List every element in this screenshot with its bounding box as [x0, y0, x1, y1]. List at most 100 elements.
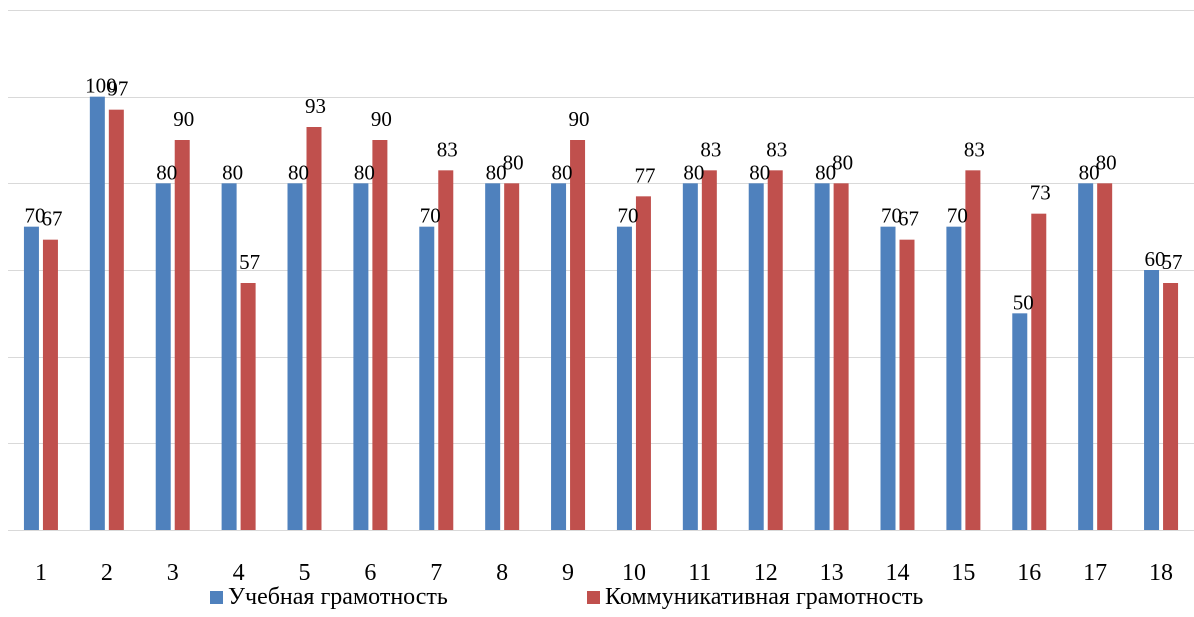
data-label-s1-14: 70	[881, 204, 902, 228]
data-label-s1-11: 80	[683, 160, 704, 184]
bar-s1-12	[748, 183, 764, 530]
data-label-s1-4: 80	[222, 160, 243, 184]
data-label-s1-15: 70	[947, 204, 968, 228]
data-label-s2-9: 90	[569, 107, 590, 131]
x-tick-label-14: 14	[886, 560, 910, 586]
x-tick-label-13: 13	[820, 560, 844, 586]
x-tick-label-18: 18	[1149, 560, 1173, 586]
bar-s1-8	[485, 183, 501, 530]
data-label-s1-13: 80	[815, 160, 836, 184]
bar-s2-1	[42, 239, 58, 531]
x-tick-label-9: 9	[562, 560, 574, 586]
x-tick-label-1: 1	[35, 560, 47, 586]
data-label-s2-1: 67	[41, 207, 62, 231]
data-label-s2-15: 83	[964, 137, 985, 161]
bars	[23, 96, 1179, 531]
data-label-s1-8: 80	[486, 160, 507, 184]
data-label-s2-5: 93	[305, 94, 326, 118]
bar-s1-1	[23, 226, 39, 531]
data-label-s2-7: 83	[437, 137, 458, 161]
bar-s1-18	[1144, 270, 1160, 530]
data-label-s2-2: 97	[107, 77, 128, 101]
bar-s2-9	[570, 140, 586, 530]
legend: Учебная грамотность Коммуникативная грам…	[210, 584, 923, 610]
bar-s1-13	[814, 183, 830, 530]
data-label-s1-7: 70	[420, 204, 441, 228]
legend-label-kommunikativnaya: Коммуникативная грамотность	[605, 584, 923, 610]
bar-s1-3	[155, 183, 171, 530]
bar-s2-2	[108, 109, 124, 531]
x-tick-label-11: 11	[688, 560, 711, 586]
data-label-s1-1: 70	[24, 204, 45, 228]
bar-s1-2	[89, 96, 105, 531]
bar-s2-12	[767, 170, 783, 530]
x-tick-label-12: 12	[754, 560, 778, 586]
x-axis-ticks: 1 2 3 4 5 6 7 8 9 10 11 12 13 14 15 16 17 18	[35, 560, 1173, 586]
bar-s1-10	[616, 226, 632, 531]
bar-s2-4	[240, 283, 256, 530]
data-label-s2-17: 80	[1096, 150, 1117, 174]
bar-s2-11	[701, 170, 717, 530]
bar-s2-3	[174, 140, 190, 530]
data-label-s2-3: 90	[173, 107, 194, 131]
data-label-s2-13: 80	[832, 150, 853, 174]
x-tick-label-8: 8	[496, 560, 508, 586]
bar-s2-8	[504, 183, 520, 530]
bar-s1-16	[1012, 313, 1028, 530]
bar-s1-14	[880, 226, 896, 531]
x-tick-label-4: 4	[233, 560, 245, 586]
gridlines	[8, 10, 1194, 531]
data-label-s1-9: 80	[552, 160, 573, 184]
bar-s2-16	[1031, 213, 1047, 531]
x-tick-label-17: 17	[1083, 560, 1107, 586]
data-label-s1-12: 80	[749, 160, 770, 184]
bar-s1-11	[682, 183, 698, 530]
data-label-s2-4: 57	[239, 250, 260, 274]
bar-s1-4	[221, 183, 237, 530]
data-label-s2-14: 67	[898, 207, 919, 231]
legend-swatch-kommunikativnaya	[587, 591, 600, 604]
x-tick-label-15: 15	[951, 560, 975, 586]
data-label-s1-6: 80	[354, 160, 375, 184]
data-label-s1-3: 80	[156, 160, 177, 184]
bar-s2-17	[1097, 183, 1113, 530]
x-tick-label-3: 3	[167, 560, 179, 586]
bar-s2-6	[372, 140, 388, 530]
legend-label-uchebnaya: Учебная грамотность	[228, 584, 448, 610]
bar-s2-15	[965, 170, 981, 530]
x-tick-label-10: 10	[622, 560, 646, 586]
data-label-s2-18: 57	[1162, 250, 1183, 274]
bar-s1-6	[353, 183, 369, 530]
x-tick-label-5: 5	[299, 560, 311, 586]
bar-s2-7	[438, 170, 454, 530]
bar-s1-5	[287, 183, 303, 530]
bar-s2-18	[1163, 283, 1179, 530]
data-label-s2-6: 90	[371, 107, 392, 131]
data-label-s1-16: 50	[1013, 290, 1034, 314]
data-label-s2-16: 73	[1030, 181, 1051, 205]
bar-s1-17	[1078, 183, 1094, 530]
data-label-s2-10: 77	[634, 163, 655, 187]
data-label-s2-12: 83	[766, 137, 787, 161]
x-tick-label-16: 16	[1017, 560, 1041, 586]
bar-s1-15	[946, 226, 962, 531]
data-label-s1-5: 80	[288, 160, 309, 184]
legend-swatch-uchebnaya	[210, 591, 223, 604]
bar-s2-5	[306, 127, 322, 530]
data-label-s1-18: 60	[1145, 247, 1166, 271]
bar-s2-13	[833, 183, 849, 530]
bar-s2-10	[635, 196, 651, 530]
data-label-s1-17: 80	[1079, 160, 1100, 184]
x-tick-label-7: 7	[430, 560, 442, 586]
data-label-s2-8: 80	[503, 150, 524, 174]
bar-s1-7	[419, 226, 435, 531]
data-label-s1-2: 100	[85, 74, 117, 98]
bar-s2-14	[899, 239, 915, 531]
x-tick-label-2: 2	[101, 560, 113, 586]
data-label-s2-11: 83	[700, 137, 721, 161]
data-label-s1-10: 70	[617, 204, 638, 228]
bar-s1-9	[551, 183, 567, 530]
